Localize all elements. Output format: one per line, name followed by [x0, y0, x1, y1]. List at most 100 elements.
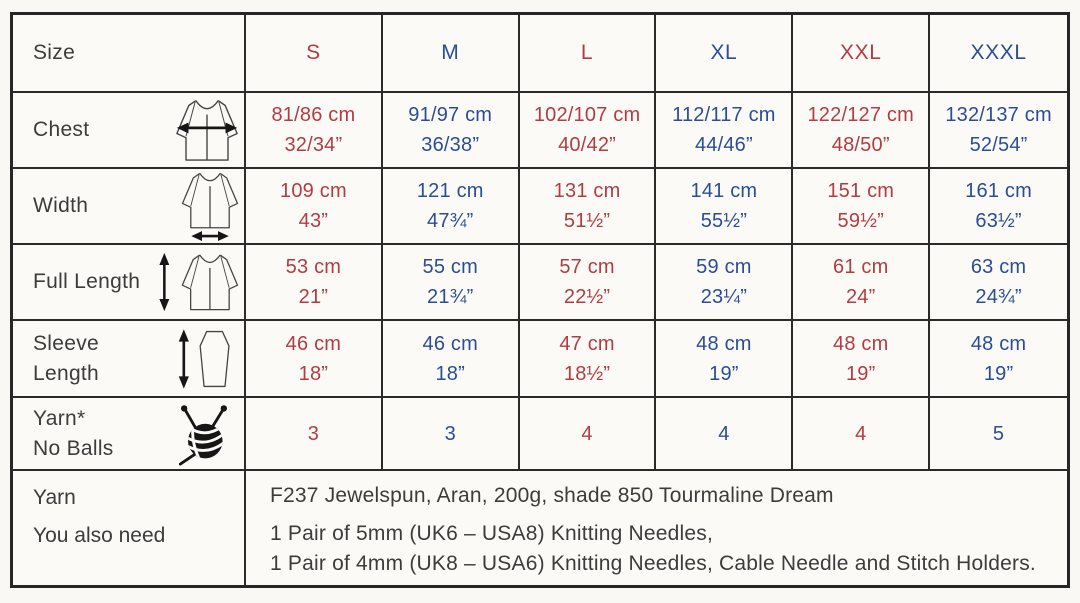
inch-value: 44/46”	[694, 134, 753, 156]
cell-sleeve-xl: 48 cm 19”	[656, 321, 794, 398]
size-col-xxxl: XXXL	[930, 15, 1067, 93]
cm-value: 81/86 cm	[271, 104, 356, 126]
inch-value: 21”	[298, 286, 329, 308]
yarn-ball-with-needles-icon	[172, 402, 236, 466]
inch-value: 59½”	[837, 210, 884, 232]
balls-value: 5	[992, 422, 1005, 445]
cell-full-length-xxl: 61 cm 24”	[793, 245, 931, 321]
inch-value: 36/38”	[421, 134, 480, 156]
inch-value: 55½”	[700, 210, 748, 232]
cell-sleeve-m: 46 cm 18”	[382, 321, 520, 398]
cm-value: 46 cm	[285, 332, 342, 355]
inch-value: 32/34”	[284, 134, 343, 156]
size-col-xl: XL	[656, 15, 794, 93]
cell-full-length-m: 55 cm 21¾”	[382, 245, 520, 321]
cm-value: 91/97 cm	[408, 104, 493, 126]
inch-value: 40/42”	[558, 134, 617, 156]
cell-sleeve-xxxl: 48 cm 19”	[930, 321, 1067, 398]
footer-content-cell: F237 Jewelspun, Aran, 200g, shade 850 To…	[246, 471, 1067, 585]
cm-value: 46 cm	[422, 332, 478, 355]
yarn-label-line2: No Balls	[33, 436, 114, 460]
full-length-label-cell: Full Length	[13, 245, 246, 321]
inch-value: 22½”	[563, 286, 611, 308]
cell-full-length-l: 57 cm 22½”	[519, 245, 657, 321]
cm-value: 57 cm	[559, 256, 615, 278]
inch-value: 52/54”	[969, 134, 1028, 156]
size-s-label: S	[306, 41, 321, 64]
inch-value: 51½”	[563, 210, 611, 232]
inch-value: 24”	[845, 286, 876, 308]
cm-value: 141 cm	[690, 180, 758, 202]
size-xxl-label: XXL	[839, 41, 882, 64]
inch-value: 18”	[298, 362, 329, 385]
cell-balls-xxl: 4	[793, 398, 931, 471]
needles-line-1: 1 Pair of 5mm (UK6 – USA8) Knitting Need…	[270, 522, 713, 545]
cell-balls-s: 3	[246, 398, 383, 471]
cm-value: 48 cm	[970, 332, 1027, 355]
cell-sleeve-l: 47 cm 18½”	[519, 321, 657, 398]
footer-label-cell: Yarn You also need	[13, 471, 246, 585]
cm-value: 55 cm	[422, 256, 478, 278]
cell-balls-xl: 4	[656, 398, 794, 471]
inch-value: 19”	[709, 362, 739, 385]
chest-label-cell: Chest	[13, 93, 246, 169]
balls-value: 4	[581, 422, 593, 445]
full-length-label: Full Length	[33, 270, 141, 294]
yarn-description: F237 Jewelspun, Aran, 200g, shade 850 To…	[270, 484, 834, 507]
cell-width-s: 109 cm 43”	[246, 169, 383, 245]
cell-balls-xxxl: 5	[930, 398, 1067, 471]
cell-chest-s: 81/86 cm 32/34”	[246, 93, 383, 169]
width-label-cell: Width	[13, 169, 246, 245]
size-col-m: M	[382, 15, 520, 93]
cell-chest-m: 91/97 cm 36/38”	[382, 93, 520, 169]
needles-line-2: 1 Pair of 4mm (UK8 – USA6) Knitting Need…	[270, 552, 1036, 575]
inch-value: 18”	[435, 362, 465, 385]
inch-value: 19”	[983, 362, 1014, 385]
cm-value: 122/127 cm	[807, 104, 914, 126]
cm-value: 59 cm	[696, 256, 752, 278]
cell-sleeve-xxl: 48 cm 19”	[793, 321, 931, 398]
cell-chest-xxl: 122/127 cm 48/50”	[793, 93, 931, 169]
width-label: Width	[33, 194, 89, 218]
cm-value: 151 cm	[827, 180, 895, 202]
cm-value: 161 cm	[965, 180, 1032, 202]
cell-chest-l: 102/107 cm 40/42”	[519, 93, 657, 169]
cell-width-xl: 141 cm 55½”	[656, 169, 794, 245]
sleeve-with-vertical-arrow-icon	[174, 325, 242, 393]
cm-value: 47 cm	[559, 332, 615, 355]
size-l-label: L	[580, 41, 594, 64]
cell-sleeve-s: 46 cm 18”	[246, 321, 383, 398]
inch-value: 23¼”	[700, 286, 748, 308]
cm-value: 132/137 cm	[945, 104, 1052, 126]
cm-value: 131 cm	[553, 180, 621, 202]
cell-full-length-xxxl: 63 cm 24¾”	[930, 245, 1067, 321]
footer-you-also-need-label: You also need	[33, 524, 166, 547]
cm-value: 53 cm	[285, 256, 342, 278]
cell-chest-xxxl: 132/137 cm 52/54”	[930, 93, 1067, 169]
sweater-with-width-arrow-icon	[178, 168, 242, 244]
size-col-xxl: XXL	[793, 15, 931, 93]
cm-value: 121 cm	[416, 180, 484, 202]
size-header-cell: Size	[13, 15, 246, 93]
balls-value: 4	[855, 422, 867, 445]
cm-value: 48 cm	[833, 332, 889, 355]
cell-balls-m: 3	[382, 398, 520, 471]
size-xxxl-label: XXXL	[970, 41, 1027, 64]
sleeve-length-label-cell: Sleeve Length	[13, 321, 246, 398]
sleeve-length-label-line2: Length	[33, 361, 100, 385]
inch-value: 24¾”	[975, 286, 1022, 308]
inch-value: 63½”	[975, 210, 1022, 232]
yarn-label-line1: Yarn*	[33, 407, 86, 431]
inch-value: 21¾”	[427, 286, 474, 308]
size-col-l: L	[519, 15, 657, 93]
cm-value: 102/107 cm	[533, 104, 641, 126]
inch-value: 47¾”	[427, 210, 474, 232]
yarn-balls-label-cell: Yarn* No Balls	[13, 398, 246, 471]
size-label: Size	[33, 41, 76, 65]
cm-value: 63 cm	[970, 256, 1027, 278]
cm-value: 48 cm	[696, 332, 752, 355]
cm-value: 61 cm	[833, 256, 889, 278]
cm-value: 109 cm	[280, 180, 347, 202]
sweater-with-vertical-arrow-icon	[156, 247, 242, 317]
cell-full-length-s: 53 cm 21”	[246, 245, 383, 321]
